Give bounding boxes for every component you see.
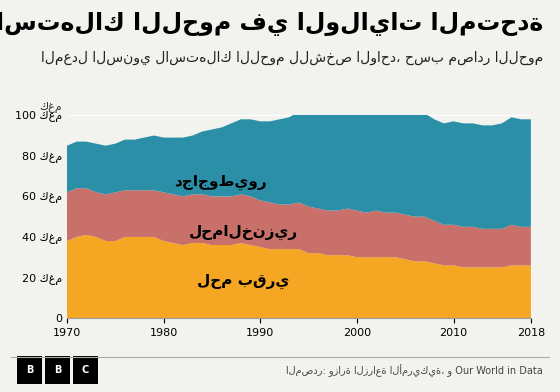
Text: دجاجوطيور: دجاجوطيور	[174, 174, 267, 190]
Text: لحم بقري: لحم بقري	[197, 274, 290, 289]
Text: B: B	[54, 365, 61, 375]
Text: استهلاك اللحوم في الولايات المتحدة: استهلاك اللحوم في الولايات المتحدة	[0, 12, 543, 36]
Text: المعدل السنوي لاستهلاك اللحوم للشخص الواحد، حسب مصادر اللحوم: المعدل السنوي لاستهلاك اللحوم للشخص الوا…	[41, 51, 543, 65]
Text: لحمالخنزير: لحمالخنزير	[189, 225, 298, 240]
Text: B: B	[26, 365, 33, 375]
Text: المصدر: وزارة الزراعة الأمريكية، و Our World in Data: المصدر: وزارة الزراعة الأمريكية، و Our W…	[287, 364, 543, 377]
Text: C: C	[82, 365, 89, 375]
Text: كغم: كغم	[40, 102, 62, 113]
